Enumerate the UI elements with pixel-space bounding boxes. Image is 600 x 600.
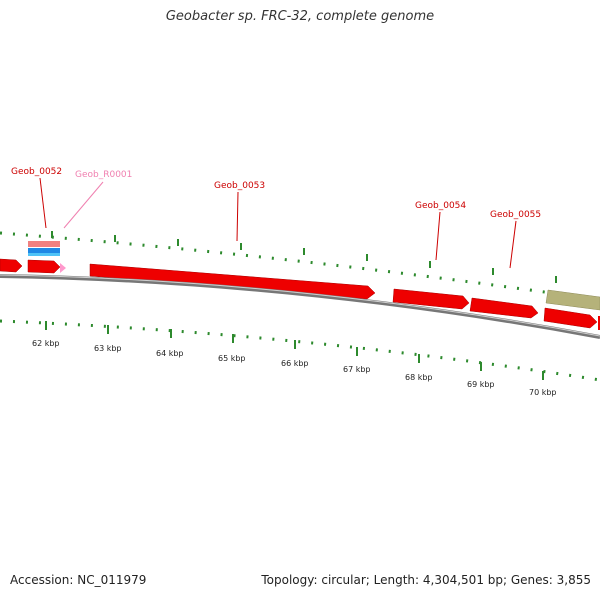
inner-tick-ring: [0, 319, 600, 382]
pseudogene-block[interactable]: [545, 289, 600, 311]
kbp-label-63: 63 kbp: [94, 344, 122, 353]
topology-text: Topology: circular; Length: 4,304,501 bp…: [261, 573, 591, 587]
kbp-labels: 62 kbp 63 kbp 64 kbp 65 kbp 66 kbp 67 kb…: [32, 339, 557, 397]
gene-label-geob-0053[interactable]: Geob_0053: [214, 181, 265, 191]
genome-backbone: [0, 274, 600, 339]
gene-label-geob-0054[interactable]: Geob_0054: [415, 201, 466, 211]
kbp-label-64: 64 kbp: [156, 349, 184, 358]
gene-labels: Geob_0052 Geob_R0001 Geob_0053 Geob_0054…: [11, 167, 541, 220]
kbp-label-62: 62 kbp: [32, 339, 60, 348]
cds-arrow-geob-0055[interactable]: [469, 297, 539, 319]
feature-block-cyan[interactable]: [28, 253, 60, 256]
gene-label-geob-0055[interactable]: Geob_0055: [490, 210, 541, 220]
cds-arrow-geob-0054[interactable]: [392, 288, 470, 310]
kbp-label-69: 69 kbp: [467, 380, 495, 389]
feature-block-salmon[interactable]: [28, 241, 60, 247]
feature-stack[interactable]: [28, 241, 60, 256]
kbp-label-66: 66 kbp: [281, 359, 309, 368]
genome-title: Geobacter sp. FRC-32, complete genome: [165, 9, 435, 24]
gene-label-geob-0052[interactable]: Geob_0052: [11, 167, 62, 177]
gene-label-geob-r0001[interactable]: Geob_R0001: [75, 170, 132, 180]
outer-tick-ring: [0, 231, 600, 302]
cds-arrow-geob-0053[interactable]: [89, 263, 376, 300]
kbp-label-65: 65 kbp: [218, 354, 246, 363]
cds-arrow[interactable]: [0, 258, 23, 273]
kbp-label-68: 68 kbp: [405, 373, 433, 382]
label-leaders: [39, 177, 517, 269]
cds-arrow-geob-0052[interactable]: [27, 259, 61, 274]
trna-arrow-geob-r0001[interactable]: [60, 263, 66, 273]
cds-arrow[interactable]: [543, 307, 598, 329]
kbp-label-67: 67 kbp: [343, 365, 371, 374]
accession-text: Accession: NC_011979: [10, 573, 147, 587]
genome-backbone-highlight: [0, 274, 600, 337]
feature-block-blue[interactable]: [28, 248, 60, 253]
kbp-label-70: 70 kbp: [529, 388, 557, 397]
cds-track[interactable]: [0, 258, 600, 330]
